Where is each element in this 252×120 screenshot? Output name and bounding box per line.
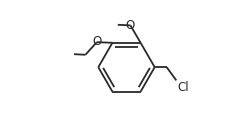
Text: O: O — [125, 19, 135, 32]
Text: O: O — [92, 35, 101, 48]
Text: Cl: Cl — [176, 81, 188, 94]
